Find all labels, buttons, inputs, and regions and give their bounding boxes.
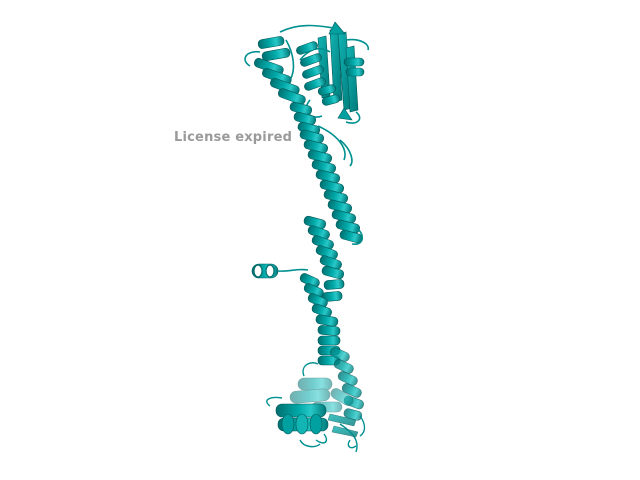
loop-turn [317, 125, 364, 245]
stalk-helices [299, 273, 364, 421]
top-domain [244, 21, 369, 136]
beta-sheet [317, 21, 359, 121]
bottom-domain [266, 362, 366, 453]
side-helix [251, 263, 309, 279]
central-helix-upper [299, 129, 363, 244]
central-helix-middle [303, 215, 345, 302]
license-watermark: License expired [174, 130, 293, 145]
top-helices [254, 36, 365, 136]
